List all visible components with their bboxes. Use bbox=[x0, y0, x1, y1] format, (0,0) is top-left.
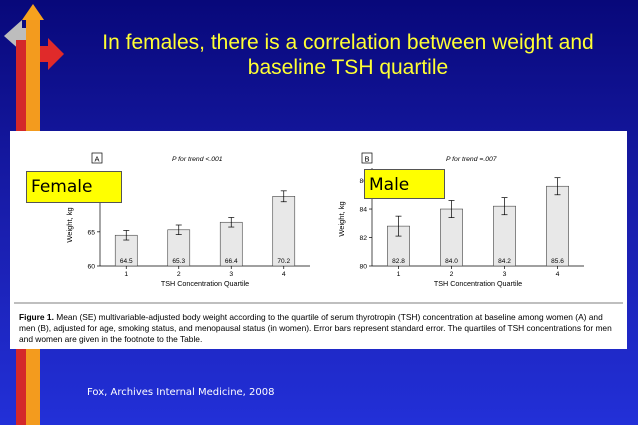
bar-value-label: 84.2 bbox=[498, 258, 511, 265]
figure-panel: AP for trend <.001606570Weight, kg64.516… bbox=[10, 131, 627, 349]
bar-value-label: 66.4 bbox=[225, 258, 238, 265]
y-tick-label: 82 bbox=[359, 235, 367, 242]
female-label: Female bbox=[26, 171, 122, 203]
bar bbox=[272, 196, 296, 267]
panel-letter: A bbox=[94, 154, 99, 163]
x-axis-label: TSH Concentration Quartile bbox=[434, 279, 522, 288]
panel-letter: B bbox=[364, 154, 369, 163]
x-tick-label: 4 bbox=[556, 271, 560, 278]
trend-label: P for trend =.007 bbox=[446, 156, 497, 163]
bar-value-label: 64.5 bbox=[120, 258, 133, 265]
y-tick-label: 84 bbox=[359, 207, 367, 214]
male-label: Male bbox=[364, 169, 445, 199]
y-tick-label: 86 bbox=[359, 178, 367, 185]
x-tick-label: 2 bbox=[177, 271, 181, 278]
x-axis-label: TSH Concentration Quartile bbox=[161, 279, 249, 288]
bar-value-label: 85.6 bbox=[551, 258, 564, 265]
y-axis-label: Weight, kg bbox=[65, 207, 74, 242]
source-citation: Fox, Archives Internal Medicine, 2008 bbox=[87, 387, 275, 398]
x-tick-label: 3 bbox=[229, 271, 233, 278]
figure-caption: Figure 1. Mean (SE) multivariable-adjust… bbox=[19, 312, 619, 345]
y-tick-label: 60 bbox=[87, 264, 95, 271]
y-tick-label: 80 bbox=[359, 264, 367, 271]
bar-value-label: 65.3 bbox=[172, 258, 185, 265]
trend-label: P for trend <.001 bbox=[172, 156, 223, 163]
bar bbox=[546, 185, 569, 267]
y-axis-label: Weight, kg bbox=[337, 201, 346, 236]
caption-body: Mean (SE) multivariable-adjusted body we… bbox=[19, 312, 612, 344]
figure-charts: AP for trend <.001606570Weight, kg64.516… bbox=[14, 152, 623, 304]
x-tick-label: 4 bbox=[282, 271, 286, 278]
y-tick-label: 65 bbox=[87, 229, 95, 236]
bar-value-label: 82.8 bbox=[392, 258, 405, 265]
bar-value-label: 84.0 bbox=[445, 258, 458, 265]
x-tick-label: 2 bbox=[450, 271, 454, 278]
x-tick-label: 1 bbox=[124, 271, 128, 278]
caption-lead: Figure 1. bbox=[19, 312, 54, 322]
panel-letter-box bbox=[91, 152, 103, 164]
x-tick-label: 3 bbox=[503, 271, 507, 278]
orange-arrow-icon bbox=[22, 4, 44, 20]
bar-value-label: 70.2 bbox=[277, 258, 290, 265]
slide-title: In females, there is a correlation betwe… bbox=[102, 31, 594, 79]
panel-letter-box bbox=[361, 152, 373, 164]
x-tick-label: 1 bbox=[397, 271, 401, 278]
